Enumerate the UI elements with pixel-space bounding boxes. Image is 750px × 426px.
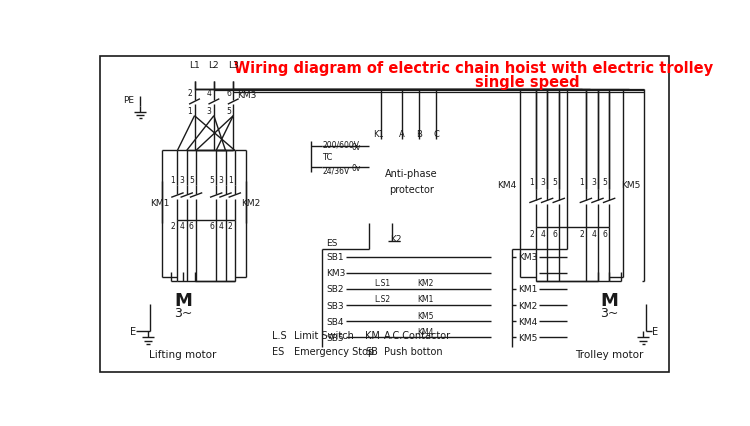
Text: KM3: KM3: [237, 91, 256, 100]
Text: L3: L3: [228, 60, 238, 69]
Text: ES: ES: [272, 346, 284, 356]
Text: 6: 6: [209, 222, 214, 231]
Text: 2: 2: [580, 230, 584, 239]
Text: 0v: 0v: [352, 164, 362, 173]
Text: B: B: [416, 130, 422, 138]
Text: 5: 5: [226, 106, 231, 115]
Text: Trolley motor: Trolley motor: [575, 350, 644, 360]
Text: KM5: KM5: [518, 333, 538, 342]
Text: SB3: SB3: [326, 301, 344, 310]
Text: SB5: SB5: [326, 333, 344, 342]
Text: KM3: KM3: [518, 253, 538, 262]
Text: KM: KM: [365, 331, 380, 340]
Text: 4: 4: [207, 89, 212, 98]
Text: 1: 1: [228, 176, 232, 184]
Text: SB: SB: [365, 346, 378, 356]
Text: Anti-phase: Anti-phase: [386, 169, 438, 179]
Text: ES: ES: [326, 239, 338, 248]
Text: 6: 6: [189, 222, 194, 231]
Bar: [491, 301, 508, 310]
Text: 2: 2: [170, 222, 176, 231]
Circle shape: [210, 74, 218, 82]
Text: KM4: KM4: [518, 317, 538, 326]
Text: 6: 6: [603, 230, 608, 239]
Text: 6: 6: [553, 230, 557, 239]
Text: KM5: KM5: [621, 181, 640, 190]
Circle shape: [136, 89, 144, 96]
Text: 1: 1: [188, 106, 192, 115]
Text: 1: 1: [580, 177, 584, 186]
Text: L.S2: L.S2: [374, 295, 390, 304]
Circle shape: [150, 272, 215, 337]
Text: KM1: KM1: [150, 199, 170, 208]
Text: Emergency Stop: Emergency Stop: [294, 346, 374, 356]
Text: A.C.Contactor: A.C.Contactor: [384, 331, 452, 340]
Text: M: M: [600, 291, 618, 309]
Text: KM2: KM2: [241, 199, 260, 208]
Text: SB4: SB4: [326, 317, 344, 326]
Text: 0v: 0v: [352, 143, 362, 152]
Text: TC: TC: [322, 153, 333, 161]
Text: KM2: KM2: [518, 301, 538, 310]
Text: 2: 2: [228, 222, 232, 231]
Text: M: M: [174, 291, 192, 309]
Text: protector: protector: [389, 184, 434, 194]
Text: 200/600V: 200/600V: [322, 140, 359, 150]
Text: KM3: KM3: [326, 269, 346, 278]
Text: 1: 1: [170, 176, 176, 184]
Text: 5: 5: [189, 176, 194, 184]
Bar: [491, 285, 508, 294]
Text: KM1: KM1: [518, 285, 538, 294]
Text: L2: L2: [209, 60, 219, 69]
Text: E: E: [652, 326, 658, 337]
Text: Push botton: Push botton: [384, 346, 443, 356]
Text: 4: 4: [180, 222, 184, 231]
Text: SB1: SB1: [326, 253, 344, 262]
Text: C: C: [433, 130, 439, 138]
Text: 5: 5: [603, 177, 608, 186]
Text: 3~: 3~: [600, 306, 618, 319]
Text: Limit Switch: Limit Switch: [294, 331, 353, 340]
Circle shape: [190, 74, 198, 82]
Text: 3: 3: [207, 106, 212, 115]
Text: 4: 4: [218, 222, 223, 231]
Text: 3~: 3~: [174, 306, 192, 319]
Circle shape: [577, 272, 642, 337]
Text: 5: 5: [553, 177, 557, 186]
Text: E: E: [130, 326, 136, 337]
Text: 3: 3: [218, 176, 223, 184]
Bar: [369, 139, 454, 224]
Text: 3: 3: [591, 177, 596, 186]
Text: L.S1: L.S1: [374, 279, 390, 288]
Text: KM2: KM2: [417, 279, 434, 288]
Text: KM4: KM4: [417, 327, 434, 336]
Text: KM1: KM1: [417, 295, 434, 304]
Text: 4: 4: [591, 230, 596, 239]
Text: L.S: L.S: [272, 331, 286, 340]
Bar: [491, 317, 508, 326]
Text: 6: 6: [226, 89, 231, 98]
Text: 1: 1: [530, 177, 534, 186]
Text: 2: 2: [188, 89, 192, 98]
Text: 2: 2: [530, 230, 534, 239]
Text: Lifting motor: Lifting motor: [149, 350, 217, 360]
Text: 24/36V: 24/36V: [322, 166, 350, 175]
Circle shape: [230, 74, 237, 82]
Bar: [491, 252, 508, 262]
Text: L1: L1: [189, 60, 200, 69]
Text: KM4: KM4: [496, 181, 516, 190]
Text: SB2: SB2: [326, 285, 344, 294]
Bar: [491, 333, 508, 342]
Text: Wiring diagram of electric chain hoist with electric trolley: Wiring diagram of electric chain hoist w…: [234, 60, 713, 75]
Text: KM5: KM5: [417, 311, 434, 320]
Text: 3: 3: [180, 176, 184, 184]
Text: PE: PE: [123, 96, 134, 105]
Text: 3: 3: [541, 177, 546, 186]
Text: K1: K1: [374, 130, 384, 138]
Text: 5: 5: [209, 176, 214, 184]
Text: K2: K2: [390, 235, 402, 244]
Text: single speed: single speed: [476, 75, 580, 89]
Text: A: A: [399, 130, 405, 138]
Text: 4: 4: [541, 230, 546, 239]
